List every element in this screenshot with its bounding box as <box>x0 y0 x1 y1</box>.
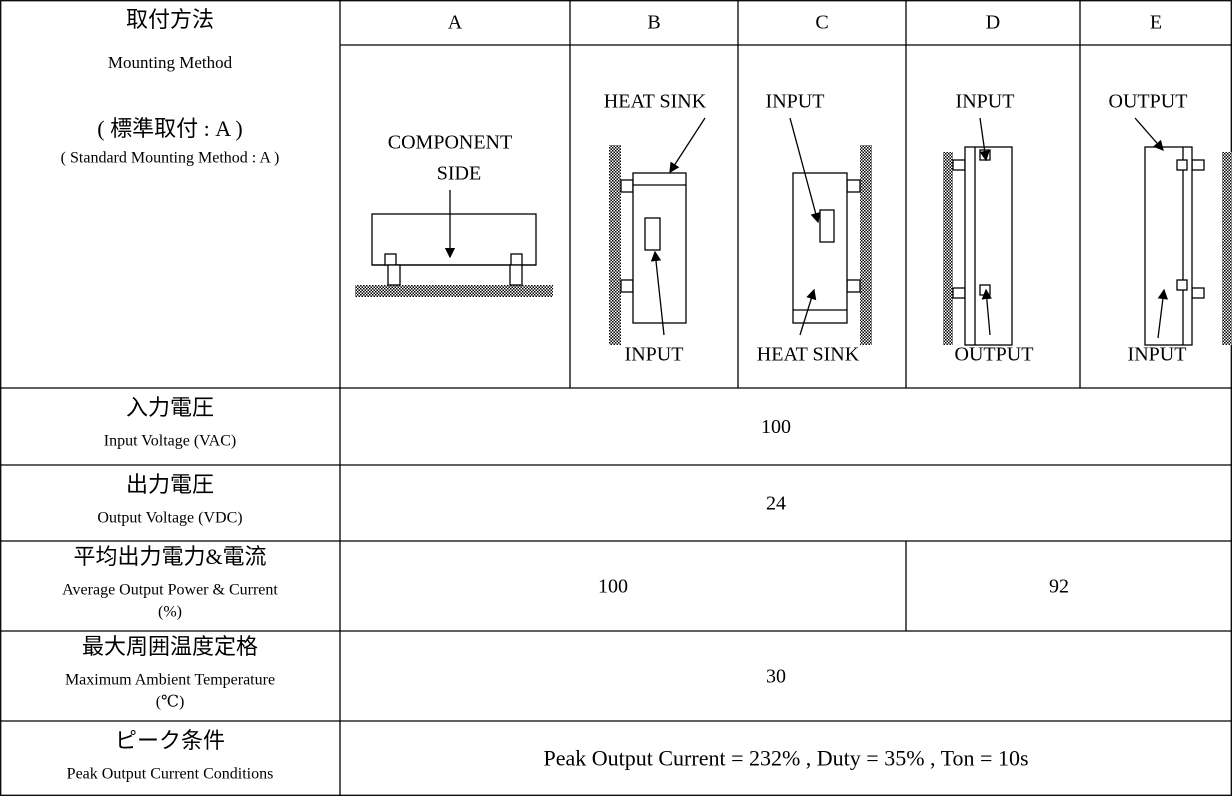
row-label-en: (℃) <box>156 694 185 711</box>
column-letter: A <box>448 12 463 34</box>
row-value: 100 <box>761 416 791 438</box>
column-letter: D <box>986 12 1000 34</box>
row-label-ja: 入力電圧 <box>126 395 214 420</box>
diagram-label: HEAT SINK <box>604 91 707 113</box>
row-label-en: Output Voltage (VDC) <box>97 510 242 527</box>
row-label-en: Peak Output Current Conditions <box>67 766 274 783</box>
column-letter: E <box>1150 12 1162 34</box>
diagram-label: HEAT SINK <box>757 344 860 366</box>
diagram-d <box>943 117 1013 346</box>
row-label-en: (%) <box>158 604 182 621</box>
diagram-e <box>1134 117 1232 346</box>
diagram-label: INPUT <box>766 91 825 113</box>
standard-ja: ( 標準取付 : A ) <box>97 116 242 141</box>
column-letter: C <box>815 12 828 34</box>
column-letter: B <box>647 12 660 34</box>
diagram-label: COMPONENT <box>388 132 512 154</box>
row-label-ja: 平均出力電力&電流 <box>73 544 266 569</box>
row-value: 24 <box>766 493 786 515</box>
row-value: 30 <box>766 666 786 688</box>
texts: 取付方法 Mounting Method ( 標準取付 : A ) ( Stan… <box>61 7 280 167</box>
mounting-label-en: Mounting Method <box>108 53 233 72</box>
diagram-label: OUTPUT <box>955 344 1034 366</box>
row-value: 92 <box>1049 576 1069 598</box>
diagrams <box>355 117 1232 346</box>
standard-en: ( Standard Mounting Method : A ) <box>61 150 280 167</box>
row-label-en: Input Voltage (VAC) <box>104 433 236 450</box>
row-label-en: Average Output Power & Current <box>62 582 278 599</box>
diagram-b <box>609 117 706 345</box>
row-label-ja: 最大周囲温度定格 <box>82 634 258 659</box>
mounting-label-ja: 取付方法 <box>126 7 214 32</box>
diagram-c <box>789 117 872 345</box>
diagram-label: OUTPUT <box>1109 91 1188 113</box>
diagram-label: SIDE <box>437 163 481 185</box>
row-label-ja: 出力電圧 <box>126 472 214 497</box>
row-value: 100 <box>598 576 628 598</box>
row-label-en: Maximum Ambient Temperature <box>65 672 275 689</box>
diagram-label: INPUT <box>1128 344 1187 366</box>
diagram-label: INPUT <box>956 91 1015 113</box>
diagram-a <box>355 190 553 297</box>
diagram-label: INPUT <box>625 344 684 366</box>
row-label-ja: ピーク条件 <box>115 728 225 753</box>
row-value: Peak Output Current = 232% , Duty = 35% … <box>543 746 1028 771</box>
